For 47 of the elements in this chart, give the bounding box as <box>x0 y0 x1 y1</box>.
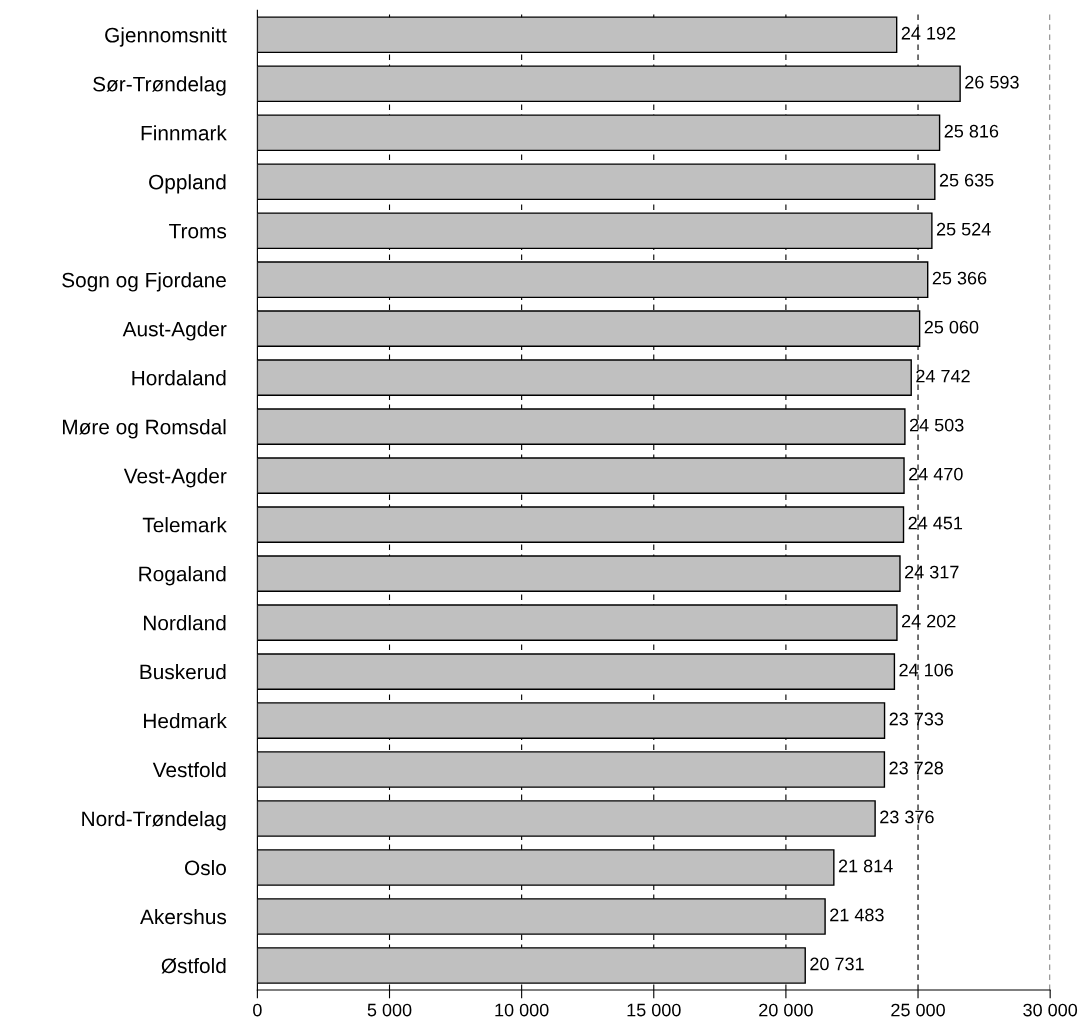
data-label: 24 317 <box>905 565 959 579</box>
y-tick-label: Nordland <box>144 615 226 631</box>
y-tick-label: Rogaland <box>139 566 226 586</box>
y-tick-label: Finnmark <box>141 125 227 141</box>
y-tick-label: Møre og Romsdal <box>62 419 226 439</box>
data-label: 24 202 <box>902 614 956 628</box>
data-label: 24 451 <box>908 516 963 530</box>
x-tick-label: 0 <box>253 1003 262 1017</box>
data-label: 24 503 <box>909 418 964 432</box>
data-label: 26 593 <box>965 75 1019 89</box>
y-tick-label: Hedmark <box>144 713 227 729</box>
x-tick-label: 20 000 <box>759 1003 813 1017</box>
y-tick-label: Buskerud <box>140 664 226 680</box>
y-tick-label: Vestfold <box>152 761 226 778</box>
data-label: 21 483 <box>830 908 884 922</box>
y-tick-label: Gjennomsnitt <box>105 27 227 47</box>
x-tick-label: 30 000 <box>1023 1003 1078 1017</box>
data-label: 20 731 <box>810 957 864 971</box>
y-tick-label: Sør-Trøndelag <box>93 76 226 96</box>
y-tick-label: Østfold <box>161 957 226 974</box>
y-tick-label: Hordaland <box>132 370 226 386</box>
data-label: 25 635 <box>939 173 994 187</box>
data-label: 23 376 <box>880 810 934 824</box>
x-tick-label: 5 000 <box>367 1003 412 1017</box>
data-label: 25 524 <box>936 222 991 236</box>
data-label: 24 106 <box>899 663 953 677</box>
x-tick-label: 10 000 <box>495 1003 549 1017</box>
data-label: 25 060 <box>924 320 979 334</box>
data-label: 25 366 <box>932 271 987 285</box>
x-tick-label: 15 000 <box>627 1003 681 1017</box>
data-label: 24 470 <box>909 467 963 481</box>
y-tick-label: Oppland <box>149 174 226 194</box>
data-label: 25 816 <box>944 124 999 138</box>
data-label: 24 742 <box>916 369 970 383</box>
y-tick-label: Telemark <box>142 517 227 533</box>
data-label: 23 733 <box>889 712 944 726</box>
y-tick-label: Troms <box>169 223 227 239</box>
data-label: 21 814 <box>838 859 893 873</box>
y-tick-label: Oslo <box>184 859 226 876</box>
data-label: 24 192 <box>901 26 956 40</box>
y-tick-label: Vest-Agder <box>123 468 227 488</box>
y-tick-label: Nord-Trøndelag <box>82 810 226 831</box>
data-label: 23 728 <box>889 761 944 775</box>
x-tick-label: 25 000 <box>891 1003 945 1017</box>
y-tick-label: Sogn og Fjordane <box>62 272 226 292</box>
y-tick-label: Aust-Agder <box>122 321 227 341</box>
y-tick-label: Akershus <box>140 908 227 925</box>
